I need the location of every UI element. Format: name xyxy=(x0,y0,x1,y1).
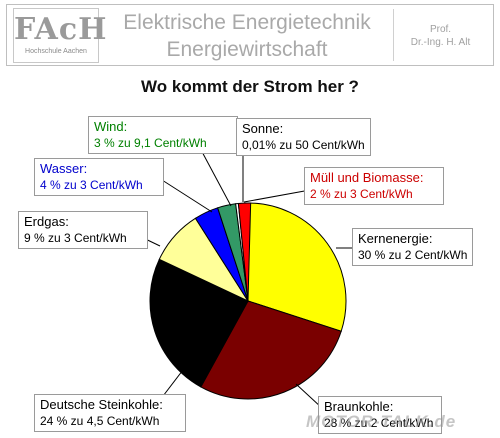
slice-label-detail: 2 % zu 3 Cent/kWh xyxy=(310,187,413,201)
leader-line xyxy=(199,147,232,207)
slice-label-detail: 3 % zu 9,1 Cent/kWh xyxy=(94,136,207,150)
slice-label-name: Deutsche Steinkohle: xyxy=(40,397,163,412)
slice-label-name: Erdgas: xyxy=(24,214,69,229)
watermark: MOTOR-TALK.de xyxy=(306,412,457,431)
slice-label-name: Müll und Biomasse: xyxy=(310,170,424,185)
pie-slice xyxy=(237,202,252,302)
header-title-line2: Energiewirtschaft xyxy=(166,38,328,61)
header-author: Prof. Dr.-Ing. H. Alt xyxy=(393,9,487,61)
slice-label-name: Kernenergie: xyxy=(358,231,433,246)
slice-label-name: Sonne: xyxy=(242,121,284,136)
slice-label: Sonne: 0,01% zu 50 Cent/kWh xyxy=(236,118,371,156)
slice-label-name: Braunkohle: xyxy=(324,399,394,414)
slice-label: Müll und Biomasse: 2 % zu 3 Cent/kWh xyxy=(304,167,444,205)
chart-title: Wo kommt der Strom her ? xyxy=(141,77,359,96)
slice-label: Deutsche Steinkohle: 24 % zu 4,5 Cent/kWh xyxy=(34,394,186,432)
slice-label-name: Wind: xyxy=(94,119,128,134)
slice-label: Wind: 3 % zu 9,1 Cent/kWh xyxy=(88,116,238,154)
slice-label: Erdgas: 9 % zu 3 Cent/kWh xyxy=(18,211,148,249)
pie-slice xyxy=(200,300,342,400)
leader-line xyxy=(295,383,323,409)
logo-subtitle: Hochschule Aachen xyxy=(25,48,87,55)
slice-label: Wasser: 4 % zu 3 Cent/kWh xyxy=(34,158,164,196)
header-title-line1: Elektrische Energietechnik xyxy=(123,11,371,34)
slice-label-detail: 28 % zu 2 Cent/kWh xyxy=(324,416,434,430)
leader-line xyxy=(161,179,213,213)
logo-mark: FAcH xyxy=(14,12,108,47)
slice-label: Braunkohle: 28 % zu 2 Cent/kWh xyxy=(318,396,442,434)
author-line2: Dr.-Ing. H. Alt xyxy=(410,37,471,48)
pie-slice xyxy=(149,258,249,388)
slice-label-detail: 9 % zu 3 Cent/kWh xyxy=(24,231,127,245)
author-line1: Prof. xyxy=(429,24,452,35)
slice-label-name: Wasser: xyxy=(40,161,88,176)
pie-slice xyxy=(247,202,347,332)
slice-label: Kernenergie: 30 % zu 2 Cent/kWh xyxy=(352,228,474,266)
leader-line xyxy=(243,189,311,203)
header-title: Elektrische Energietechnik Energiewirtsc… xyxy=(107,9,387,63)
university-logo: FAcH Hochschule Aachen xyxy=(13,8,108,63)
slice-label-detail: 0,01% zu 50 Cent/kWh xyxy=(242,138,365,152)
slice-label-detail: 30 % zu 2 Cent/kWh xyxy=(358,248,468,262)
slice-label-detail: 24 % zu 4,5 Cent/kWh xyxy=(40,414,160,428)
slide-header: FAcH Hochschule Aachen Elektrische Energ… xyxy=(6,4,494,66)
slice-label-detail: 4 % zu 3 Cent/kWh xyxy=(40,178,143,192)
